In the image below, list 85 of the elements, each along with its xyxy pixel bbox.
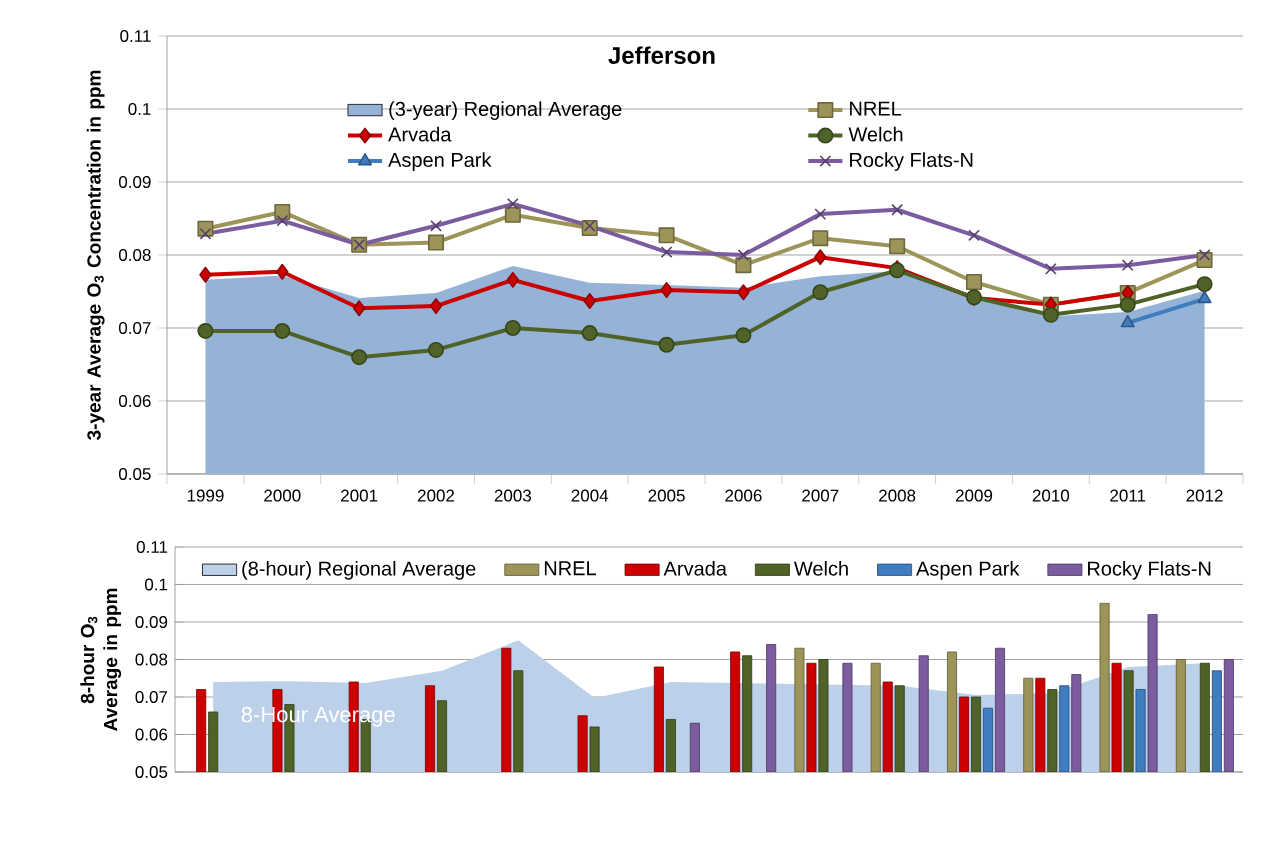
x-tick-label: 2007 [802, 489, 839, 502]
legend-label: NREL [850, 101, 902, 116]
point [814, 208, 827, 221]
point [660, 246, 673, 258]
y-tick-label: 0.1 [144, 578, 168, 591]
point [889, 238, 906, 255]
point [737, 249, 750, 261]
legend-label: (3-year) Regional Average [389, 101, 622, 120]
x-tick-label: 2006 [725, 489, 762, 502]
y-tick-label: 0.09 [118, 175, 151, 188]
point [1119, 296, 1136, 313]
legend-label: Aspen Park [388, 152, 492, 171]
y-axis-title: 3-year Average O$_{3}$ Concentration in ppm [86, 70, 105, 440]
y-tick-label: 0.09 [135, 615, 168, 628]
x-tick-label: 2001 [341, 489, 378, 502]
point [660, 282, 673, 299]
legend-label: Arvada [388, 126, 452, 142]
x-tick-label: 2003 [494, 489, 532, 502]
point [428, 234, 445, 251]
point [429, 298, 443, 315]
x-tick-label: 1999 [187, 489, 224, 502]
point [966, 274, 983, 290]
y-tick-label: 0.08 [118, 248, 151, 261]
y-tick-label: 0.07 [135, 690, 168, 703]
point [1196, 276, 1213, 293]
point [658, 227, 675, 244]
y-tick-label: 0.07 [118, 321, 151, 334]
legend-label: Rocky Flats-N [1087, 561, 1211, 580]
point [197, 322, 214, 339]
point [428, 341, 445, 358]
point [1042, 306, 1059, 323]
point [274, 203, 291, 220]
point [658, 336, 675, 353]
y-tick-label: 0.08 [135, 653, 168, 666]
legend-label: Arvada [663, 561, 727, 576]
legend-label: Aspen Park [916, 561, 1020, 580]
point [430, 219, 442, 232]
legend-label: (8-hour) Regional Average [242, 561, 476, 580]
point [504, 319, 521, 336]
point [735, 257, 752, 274]
legend-label: Welch [848, 126, 903, 142]
x-tick-label: 2004 [571, 489, 609, 502]
x-tick-label: 2010 [1032, 489, 1070, 502]
point [199, 266, 212, 283]
point [812, 284, 829, 301]
chart-title: Jefferson [608, 46, 715, 64]
point [352, 300, 366, 317]
point [1198, 249, 1211, 261]
legend-label: NREL [544, 561, 596, 576]
x-tick-label: 2002 [417, 489, 455, 502]
x-tick-label: 2011 [1110, 489, 1146, 502]
point [274, 322, 291, 339]
point [583, 292, 596, 309]
point [351, 349, 368, 366]
x-tick-label: 2008 [879, 489, 916, 502]
point [581, 325, 598, 342]
point [276, 263, 289, 280]
point [1044, 262, 1057, 275]
y-tick-label: 0.1 [128, 102, 151, 115]
point [737, 284, 750, 301]
x-tick-label: 2012 [1186, 489, 1223, 502]
y-tick-label: 0.05 [135, 765, 168, 778]
y-tick-label: 0.11 [136, 540, 168, 553]
x-tick-label: 2000 [264, 489, 301, 502]
legend-label: Rocky Flats-N [850, 152, 973, 171]
x-tick-label: 2009 [955, 489, 993, 502]
point [506, 198, 519, 210]
point [1121, 259, 1134, 272]
point [812, 230, 829, 247]
point [276, 214, 289, 227]
y-tick-label: 0.11 [120, 29, 151, 42]
point [891, 203, 904, 216]
point [814, 249, 827, 266]
point [583, 219, 596, 232]
legend-label: Welch [793, 561, 848, 576]
point [506, 271, 520, 288]
point [504, 206, 521, 223]
point [735, 327, 752, 344]
y-tick-label: 0.06 [135, 728, 168, 741]
y-axis-title: 8-hour O$_{3}$ Average in ppm [80, 588, 122, 731]
y-tick-label: 0.06 [118, 394, 151, 407]
point [199, 227, 212, 240]
point [968, 229, 980, 242]
y-tick-label: 0.05 [118, 467, 151, 480]
x-tick-label: 2005 [648, 489, 685, 502]
